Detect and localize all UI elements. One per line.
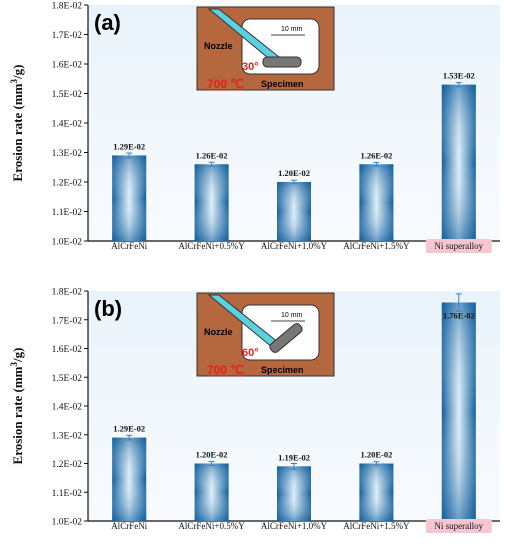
bar-shade-3 [277,182,311,241]
impact-angle: 60° [242,347,259,359]
y-tick-label: 1.6E-02 [52,61,83,71]
y-tick-label: 1.8E-02 [52,288,83,298]
chart-panel-a: 1.0E-02 1.1E-02 1.2E-02 1.3E-02 1.4E-02 1.5E-… [9,2,500,253]
category-label: AlCrFeNi+1.0%Y [261,521,328,531]
data-label: 1.53E-02 [443,71,475,81]
bar-shade-1 [112,155,147,241]
y-tick-label: 1.5E-02 [52,90,83,100]
y-tick-label: 1.6E-02 [52,345,83,355]
y-tick-label: 1.4E-02 [52,403,83,413]
y-tick-label: 1.3E-02 [52,431,83,441]
category-label: AlCrFeNi [111,521,147,531]
y-tick-label: 1.3E-02 [52,149,83,159]
y-tick-label: 1.4E-02 [52,120,83,130]
dimension-label: 10 mm [281,312,303,319]
specimen-shape [262,56,302,68]
nozzle-label: Nozzle [204,41,233,51]
bar-shade-2 [194,164,229,241]
category-label: AlCrFeNi+0.5%Y [178,241,245,251]
dimension-label: 10 mm [281,26,303,33]
panel-label: (a) [94,10,121,35]
bar-shade-5 [441,302,476,521]
bar-shade-4 [359,164,394,241]
specimen-label: Specimen [261,365,304,375]
data-label: 1.29E-02 [113,424,145,434]
y-tick-label: 1.2E-02 [52,460,83,470]
inset-schematic: 10 mm Nozzle 60° 700 ℃ Specimen [196,292,335,377]
y-tick-label: 1.7E-02 [52,31,83,41]
highlight-box [425,239,492,253]
panel-label: (b) [94,296,122,321]
data-label: 1.26E-02 [360,150,392,160]
y-tick-label: 1.0E-02 [52,518,83,528]
impact-angle: 30° [242,61,259,73]
data-label: 1.19E-02 [278,452,310,462]
y-tick-label: 1.0E-02 [52,238,83,248]
data-label: 1.29E-02 [113,141,145,151]
data-label: 1.20E-02 [278,168,310,178]
data-label: 1.20E-02 [360,450,392,460]
category-label: AlCrFeNi+1.0%Y [261,241,328,251]
temperature-label: 700 ℃ [207,363,244,377]
category-label: Ni superalloy [434,241,483,251]
bar-shade-5 [441,84,476,242]
specimen-label: Specimen [261,79,304,89]
y-axis-label: Erosion rate (mm3/g) [9,65,25,182]
data-label: 1.76E-02 [443,311,475,321]
y-tick-label: 1.1E-02 [52,489,83,499]
y-tick-label: 1.1E-02 [52,208,83,218]
temperature-label: 700 ℃ [207,77,244,91]
y-tick-label: 1.5E-02 [52,374,83,384]
category-label: Ni superalloy [434,521,483,531]
category-label: AlCrFeNi+1.5%Y [343,241,410,251]
data-label: 1.26E-02 [196,150,228,160]
bar-shade-2 [194,463,229,521]
category-label: AlCrFeNi+1.5%Y [343,521,410,531]
nozzle-label: Nozzle [204,327,233,337]
chart-panel-b: 1.0E-02 1.1E-02 1.2E-02 1.3E-02 1.4E-02 1.5E-… [9,288,500,533]
y-tick-label: 1.8E-02 [52,2,83,12]
inset-schematic: 10 mm Nozzle 30° 700 ℃ Specimen [196,6,335,91]
bar-shade-4 [359,463,394,521]
specimen-shape [269,323,303,353]
data-label: 1.20E-02 [196,450,228,460]
y-tick-label: 1.7E-02 [52,316,83,326]
chamber [241,304,320,361]
category-label: AlCrFeNi+0.5%Y [178,521,245,531]
category-label: AlCrFeNi [111,241,147,251]
y-axis-label: Erosion rate (mm3/g) [9,348,25,465]
bar-shade-3 [277,466,311,521]
bar-shade-1 [112,437,147,521]
y-tick-label: 1.2E-02 [52,179,83,189]
highlight-box [425,519,492,533]
